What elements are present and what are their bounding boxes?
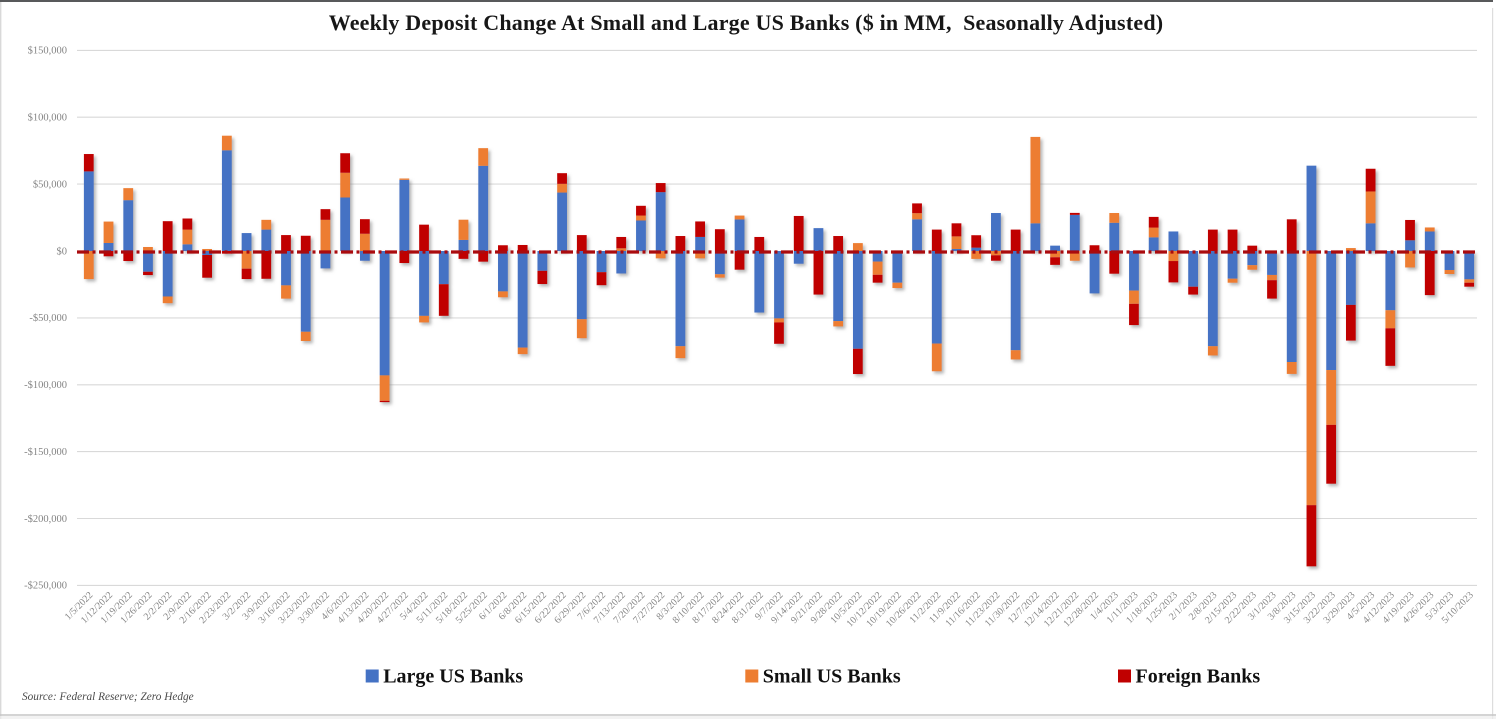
svg-text:$50,000: $50,000 — [33, 179, 67, 190]
svg-text:-$200,000: -$200,000 — [24, 514, 67, 525]
svg-text:$150,000: $150,000 — [28, 46, 67, 57]
svg-text:-$50,000: -$50,000 — [29, 313, 67, 324]
svg-text:Source: Federal Reserve; Zero: Source: Federal Reserve; Zero Hedge — [22, 691, 194, 703]
svg-text:-$100,000: -$100,000 — [24, 380, 67, 391]
svg-text:Small US Banks: Small US Banks — [763, 666, 901, 688]
svg-text:$0: $0 — [57, 246, 68, 257]
svg-text:$100,000: $100,000 — [28, 113, 67, 124]
svg-text:Weekly Deposit Change At Small: Weekly Deposit Change At Small and Large… — [329, 10, 1164, 35]
svg-text:Foreign Banks: Foreign Banks — [1136, 666, 1261, 688]
svg-text:Large US Banks: Large US Banks — [383, 666, 523, 688]
svg-text:-$150,000: -$150,000 — [24, 447, 67, 458]
svg-text:-$250,000: -$250,000 — [24, 581, 67, 592]
